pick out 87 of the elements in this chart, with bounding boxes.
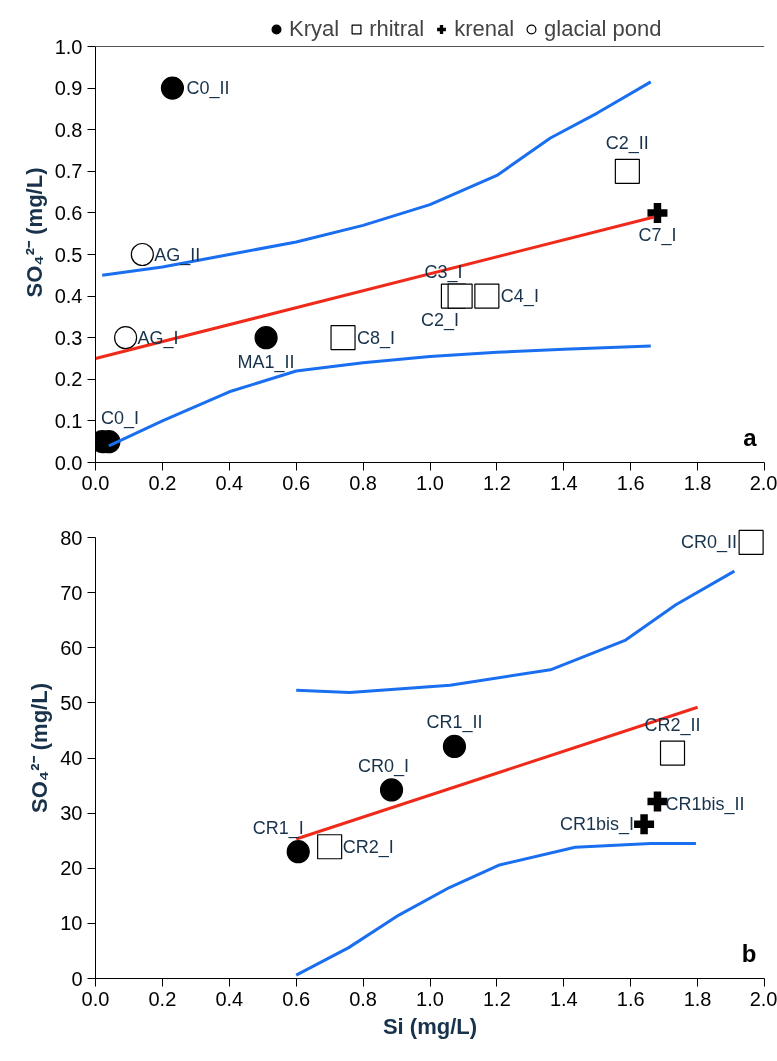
annotation: a bbox=[743, 423, 758, 451]
point bbox=[130, 242, 154, 267]
annotation: CR2_I bbox=[342, 836, 394, 858]
annotation: MA1_II bbox=[237, 351, 295, 373]
x-tick-label: 0.8 bbox=[349, 987, 378, 1010]
x-tick-label: 1.8 bbox=[683, 987, 712, 1010]
x-tick-label: 1.8 bbox=[683, 471, 712, 494]
y-tick-label: 20 bbox=[60, 857, 83, 880]
x-tick-label: 0.4 bbox=[215, 987, 244, 1010]
point bbox=[160, 76, 185, 100]
point bbox=[614, 158, 640, 184]
x-tick-label: 1.6 bbox=[616, 987, 645, 1010]
x-tick-label: 1.0 bbox=[416, 471, 444, 494]
annotation: CR1bis_II bbox=[665, 793, 745, 815]
point bbox=[447, 283, 473, 309]
y-axis-title: SO₄²⁻ (mg/L) bbox=[21, 167, 47, 298]
annotation: C2_II bbox=[605, 133, 649, 155]
x-tick-label: 1.4 bbox=[549, 987, 578, 1010]
annotation: C7_I bbox=[638, 224, 677, 246]
point bbox=[474, 283, 500, 309]
y-tick-label: 0.4 bbox=[54, 285, 83, 308]
x-tick-label: 0.2 bbox=[148, 987, 177, 1010]
point bbox=[317, 834, 343, 860]
y-tick-label: 0.0 bbox=[54, 451, 83, 474]
x-tick-label: 0.8 bbox=[349, 471, 378, 494]
y-tick-label: 10 bbox=[60, 912, 83, 935]
annotation: CR0_I bbox=[358, 755, 410, 777]
x-tick-label: 2.0 bbox=[749, 987, 777, 1010]
y-tick-label: 70 bbox=[60, 581, 83, 604]
point bbox=[647, 791, 668, 812]
x-tick-label: 1.6 bbox=[616, 471, 645, 494]
annotation: AG_II bbox=[154, 244, 201, 266]
line-series bbox=[294, 569, 736, 694]
y-tick-label: 1.0 bbox=[54, 35, 83, 58]
y-axis-title: SO₄²⁻ (mg/L) bbox=[27, 683, 53, 813]
point bbox=[254, 326, 278, 350]
legend-label: glacial pond bbox=[544, 16, 662, 42]
point bbox=[330, 325, 356, 351]
y-tick-label: 80 bbox=[60, 526, 83, 549]
x-tick-label: 0.2 bbox=[148, 471, 177, 494]
y-tick-label: 0.3 bbox=[54, 326, 83, 349]
annotation: CR1bis_I bbox=[560, 814, 635, 836]
x-tick-label: 0.4 bbox=[215, 471, 244, 494]
x-axis-title: Si (mg/L) bbox=[382, 1013, 478, 1039]
point bbox=[647, 202, 668, 223]
annotation: C0_I bbox=[100, 407, 139, 429]
point bbox=[659, 740, 686, 766]
annotation: CR1_II bbox=[426, 712, 483, 734]
x-tick-label: 0.0 bbox=[81, 987, 110, 1010]
annotation: C0_II bbox=[186, 78, 230, 100]
x-tick-label: 1.0 bbox=[416, 987, 444, 1010]
y-tick-label: 0.9 bbox=[54, 77, 83, 100]
x-tick-label: 1.2 bbox=[483, 471, 511, 494]
legend-label: krenal bbox=[454, 16, 515, 42]
legend-label: rhitral bbox=[369, 16, 425, 42]
point bbox=[379, 778, 404, 802]
x-tick-label: 0.6 bbox=[282, 471, 311, 494]
y-tick-label: 0.8 bbox=[54, 118, 83, 141]
y-tick-label: 50 bbox=[60, 691, 83, 714]
y-tick-label: 40 bbox=[60, 747, 83, 769]
y-tick-label: 0.2 bbox=[54, 368, 83, 391]
annotation: C8_I bbox=[357, 327, 396, 349]
y-tick-label: 30 bbox=[60, 802, 83, 825]
point bbox=[738, 529, 764, 556]
annotation: CR0_II bbox=[681, 532, 738, 554]
x-tick-label: 1.2 bbox=[483, 987, 511, 1010]
annotation: CR1_I bbox=[252, 817, 304, 839]
annotation: CR2_II bbox=[644, 715, 701, 737]
point bbox=[634, 814, 655, 835]
line-series bbox=[294, 841, 698, 977]
x-tick-label: 0.0 bbox=[81, 471, 110, 494]
y-tick-label: 0.7 bbox=[54, 160, 83, 183]
x-tick-label: 2.0 bbox=[749, 471, 777, 494]
annotation: C2_I bbox=[421, 310, 460, 332]
point bbox=[114, 326, 138, 350]
point bbox=[442, 734, 467, 758]
point bbox=[286, 840, 310, 864]
y-tick-label: 0.6 bbox=[54, 201, 83, 224]
y-tick-label: 0 bbox=[71, 967, 83, 990]
y-tick-label: 0.5 bbox=[54, 243, 83, 266]
legend-label: Kryal bbox=[289, 16, 340, 42]
y-tick-label: 0.1 bbox=[54, 409, 83, 432]
x-tick-label: 1.4 bbox=[549, 471, 578, 494]
annotation: C4_I bbox=[500, 286, 539, 308]
x-tick-label: 0.6 bbox=[282, 987, 311, 1010]
y-tick-label: 60 bbox=[60, 636, 83, 659]
annotation: b bbox=[741, 939, 757, 967]
